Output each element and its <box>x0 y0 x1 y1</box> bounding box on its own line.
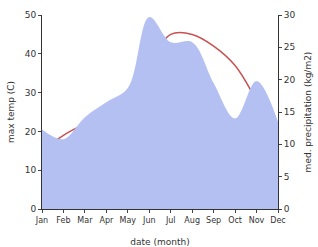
svg-text:Oct: Oct <box>228 216 242 225</box>
svg-text:med. precipitation (kg/m2): med. precipitation (kg/m2) <box>303 52 313 173</box>
svg-text:max temp (C): max temp (C) <box>6 81 16 143</box>
svg-text:date (month): date (month) <box>130 237 189 247</box>
svg-text:Nov: Nov <box>249 216 265 225</box>
svg-text:15: 15 <box>284 107 295 117</box>
svg-text:5: 5 <box>284 172 290 182</box>
svg-text:Feb: Feb <box>56 216 70 225</box>
svg-text:30: 30 <box>25 88 37 98</box>
svg-text:10: 10 <box>25 165 37 175</box>
svg-text:0: 0 <box>284 204 290 214</box>
svg-text:Jul: Jul <box>165 216 176 225</box>
svg-text:Sep: Sep <box>206 216 221 225</box>
svg-text:10: 10 <box>284 139 296 149</box>
svg-text:Mar: Mar <box>77 216 93 225</box>
svg-text:Aug: Aug <box>184 216 200 225</box>
svg-text:0: 0 <box>30 204 36 214</box>
svg-text:Dec: Dec <box>270 216 285 225</box>
svg-text:30: 30 <box>284 10 296 20</box>
svg-text:Apr: Apr <box>99 216 114 225</box>
svg-text:20: 20 <box>25 127 37 137</box>
svg-text:May: May <box>120 216 137 225</box>
svg-text:40: 40 <box>25 49 37 59</box>
svg-text:Jun: Jun <box>142 216 156 225</box>
svg-text:25: 25 <box>284 42 295 52</box>
svg-text:Jan: Jan <box>35 216 48 225</box>
svg-text:50: 50 <box>25 10 37 20</box>
svg-text:20: 20 <box>284 75 296 85</box>
